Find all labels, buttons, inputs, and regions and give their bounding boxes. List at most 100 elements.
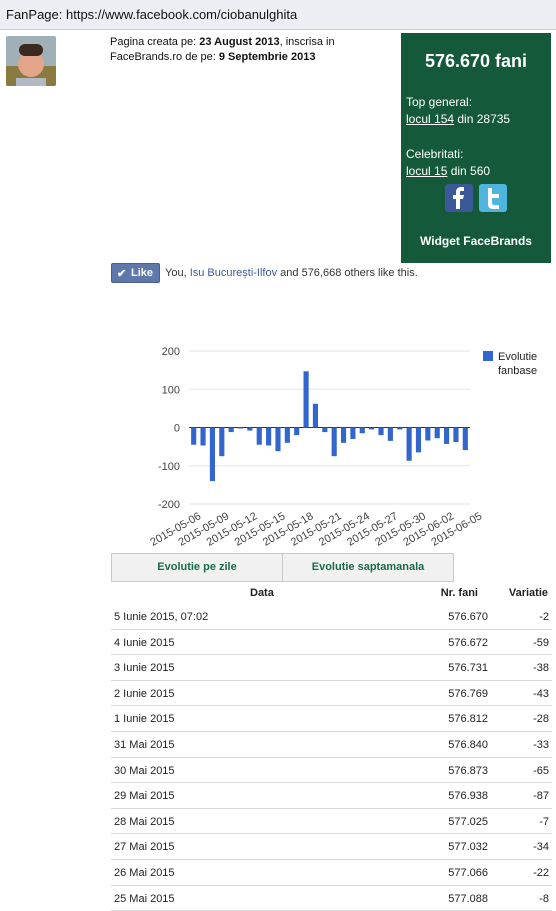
chart-bar [312, 403, 319, 428]
chart-bar [453, 427, 459, 443]
chart-bar [340, 427, 347, 443]
top-general-rank-link[interactable]: locul 154 [406, 112, 455, 126]
y-tick-label: 0 [174, 423, 180, 435]
thumbs-up-icon: ✔ [117, 268, 127, 280]
row-fans: 576.840 [448, 738, 488, 751]
chart-bar [434, 427, 440, 439]
row-date: 4 Iunie 2015 [114, 636, 175, 649]
chart-bar [200, 427, 206, 446]
chart-bar [331, 427, 337, 457]
evolution-tabs: Evolutie pe zile Evolutie saptamanala [111, 553, 454, 582]
header-nr-fani: Nr. fani [440, 587, 478, 599]
row-variation: -28 [533, 713, 549, 726]
fanpage-url-text: https://www.facebook.com/ciobanulghita [66, 7, 298, 22]
row-variation: -65 [533, 764, 549, 777]
legend-swatch [483, 351, 493, 361]
row-fans: 577.066 [448, 866, 488, 879]
chart-bar [209, 427, 215, 482]
tab-evolutie-saptamanala[interactable]: Evolutie saptamanala [282, 553, 454, 582]
chart-bar [275, 427, 281, 452]
row-fans: 576.731 [448, 662, 488, 675]
chart-bar [397, 427, 403, 430]
chart-bar [462, 427, 468, 451]
table-row: 30 Mai 2015 576.873 -65 [111, 758, 552, 784]
row-fans: 576.769 [448, 687, 488, 700]
row-date: 2 Iunie 2015 [114, 687, 175, 700]
fanpage-label: FanPage: [6, 7, 63, 22]
y-tick-label: 200 [162, 346, 180, 358]
twitter-icon[interactable] [479, 184, 507, 212]
top-general-row: locul 154 din 28735 [406, 112, 510, 126]
chart-bar [266, 427, 272, 446]
row-fans: 576.938 [448, 790, 488, 803]
chart-bar [369, 427, 375, 430]
row-date: 26 Mai 2015 [114, 866, 175, 879]
row-variation: -2 [539, 611, 549, 623]
chart-bar [191, 427, 197, 445]
chart-bar [378, 427, 384, 436]
row-date: 30 Mai 2015 [114, 764, 175, 777]
chart-bar [415, 427, 422, 453]
legend-label: fanbase [498, 365, 537, 377]
chart-bar [406, 427, 412, 461]
row-date: 31 Mai 2015 [114, 738, 175, 751]
chart-bar [303, 371, 309, 428]
chart-bar [294, 427, 300, 436]
chart-bar [322, 427, 328, 433]
chart-bar [237, 427, 244, 429]
y-tick-label: -200 [158, 499, 180, 511]
row-date: 25 Mai 2015 [114, 892, 175, 905]
table-row: 26 Mai 2015 577.066 -22 [111, 860, 552, 886]
chart-bar [256, 427, 262, 445]
fanpage-url[interactable]: FanPage: https://www.facebook.com/cioban… [6, 7, 297, 22]
chart-bar [425, 427, 431, 441]
tab-evolutie-pe-zile[interactable]: Evolutie pe zile [111, 553, 283, 582]
fanbase-chart-svg: 2001000-100-2002015-05-062015-05-092015-… [148, 346, 537, 549]
table-body: 5 Iunie 2015, 07:02 576.670 -2 4 Iunie 2015… [111, 604, 552, 911]
table-row: 2 Iunie 2015 576.769 -43 [111, 681, 552, 707]
chart-bar [284, 427, 290, 443]
row-fans: 577.088 [448, 892, 488, 905]
row-date: 1 Iunie 2015 [114, 713, 175, 726]
like-text: You, Isu București-Ilfov and 576,668 oth… [165, 267, 418, 279]
like-button-label: Like [131, 267, 154, 279]
row-variation: -43 [533, 687, 549, 700]
header-variatie: Variatie [508, 587, 548, 599]
facebrands-widget: 576.670 fani Top general: locul 154 din … [401, 33, 551, 263]
top-general-label: Top general: [406, 95, 473, 109]
avatar[interactable] [6, 36, 56, 86]
table-row: 29 Mai 2015 576.938 -87 [111, 783, 552, 809]
header-data: Data [250, 587, 274, 599]
chart-bar [359, 427, 365, 434]
legend-label: Evolutie [498, 351, 537, 363]
like-button[interactable]: ✔ Like [111, 263, 160, 283]
table-row: 1 Iunie 2015 576.812 -28 [111, 706, 552, 732]
row-date: 27 Mai 2015 [114, 841, 175, 854]
table-row: 31 Mai 2015 576.840 -33 [111, 732, 552, 758]
table-row: 25 Mai 2015 577.088 -8 [111, 886, 552, 911]
page-info: Pagina creata pe: 23 August 2013, inscri… [110, 35, 395, 65]
row-variation: -87 [533, 790, 549, 803]
registered-date: 9 Septembrie 2013 [218, 51, 316, 63]
chart-bar [444, 427, 450, 444]
celebritati-rank-link[interactable]: locul 15 [406, 164, 448, 178]
table-row: 4 Iunie 2015 576.672 -59 [111, 630, 552, 656]
chart-bar [247, 427, 253, 431]
row-variation: -8 [539, 892, 549, 905]
row-fans: 576.812 [448, 713, 488, 726]
table-header: Data Nr. fani Variatie [111, 584, 552, 604]
fanbase-chart: 200 100 0 -100 -200 2015-05-06 2015-05-09 2015-… [140, 335, 550, 555]
y-tick-label: 100 [162, 384, 180, 396]
like-friend-link[interactable]: Isu București-Ilfov [189, 267, 278, 279]
row-variation: -38 [533, 662, 549, 675]
row-fans: 576.873 [448, 764, 488, 777]
created-date: 23 August 2013 [199, 36, 280, 48]
facebook-icon[interactable] [445, 184, 473, 212]
row-variation: -34 [533, 841, 549, 854]
created-prefix: Pagina creata pe: [110, 36, 200, 48]
chart-bar [228, 427, 234, 433]
widget-footer[interactable]: Widget FaceBrands [420, 234, 532, 248]
like-text-prefix: You, [165, 267, 190, 279]
celebritati-total: din 560 [447, 164, 491, 178]
row-date: 28 Mai 2015 [114, 815, 175, 828]
